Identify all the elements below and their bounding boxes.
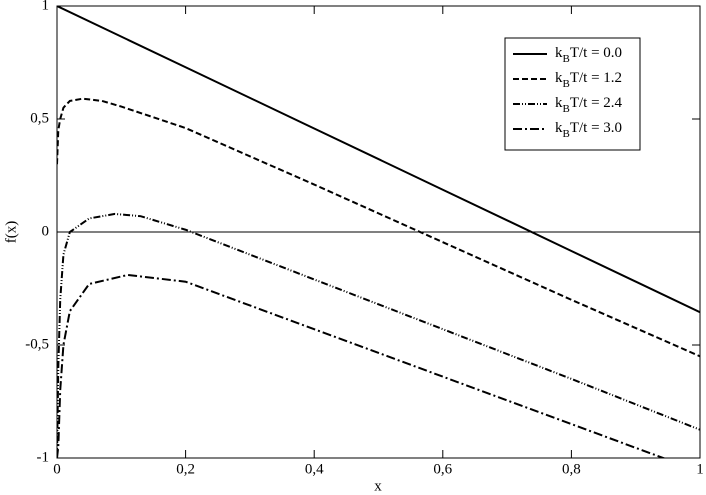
- legend-box: [504, 37, 641, 151]
- series-line: [57, 273, 667, 458]
- x-tick-label: 0,2: [176, 461, 195, 477]
- series-line: [57, 97, 700, 358]
- x-tick-label: 0: [53, 461, 61, 477]
- y-axis-label: f(x): [3, 221, 19, 244]
- x-tick-label: 1: [696, 461, 704, 477]
- legend-label: kBT/t = 2.4: [555, 95, 623, 114]
- y-tick-label: 0,5: [30, 110, 49, 126]
- x-tick-label: 0,4: [305, 461, 324, 477]
- legend-label: kBT/t = 1.2: [555, 70, 622, 89]
- x-axis-label: x: [374, 478, 382, 494]
- y-tick-label: -1: [37, 449, 50, 465]
- plot-area: [57, 6, 700, 458]
- y-tick-label: 1: [42, 0, 50, 13]
- y-tick-label: 0: [42, 223, 50, 239]
- x-tick-label: 0,6: [433, 461, 452, 477]
- x-tick-label: 0,8: [562, 461, 581, 477]
- y-tick-label: -0,5: [25, 336, 49, 352]
- series-line: [57, 212, 700, 458]
- legend-label: kBT/t = 0.0: [555, 45, 622, 64]
- series-line: [57, 6, 700, 314]
- legend-label: kBT/t = 3.0: [555, 120, 622, 139]
